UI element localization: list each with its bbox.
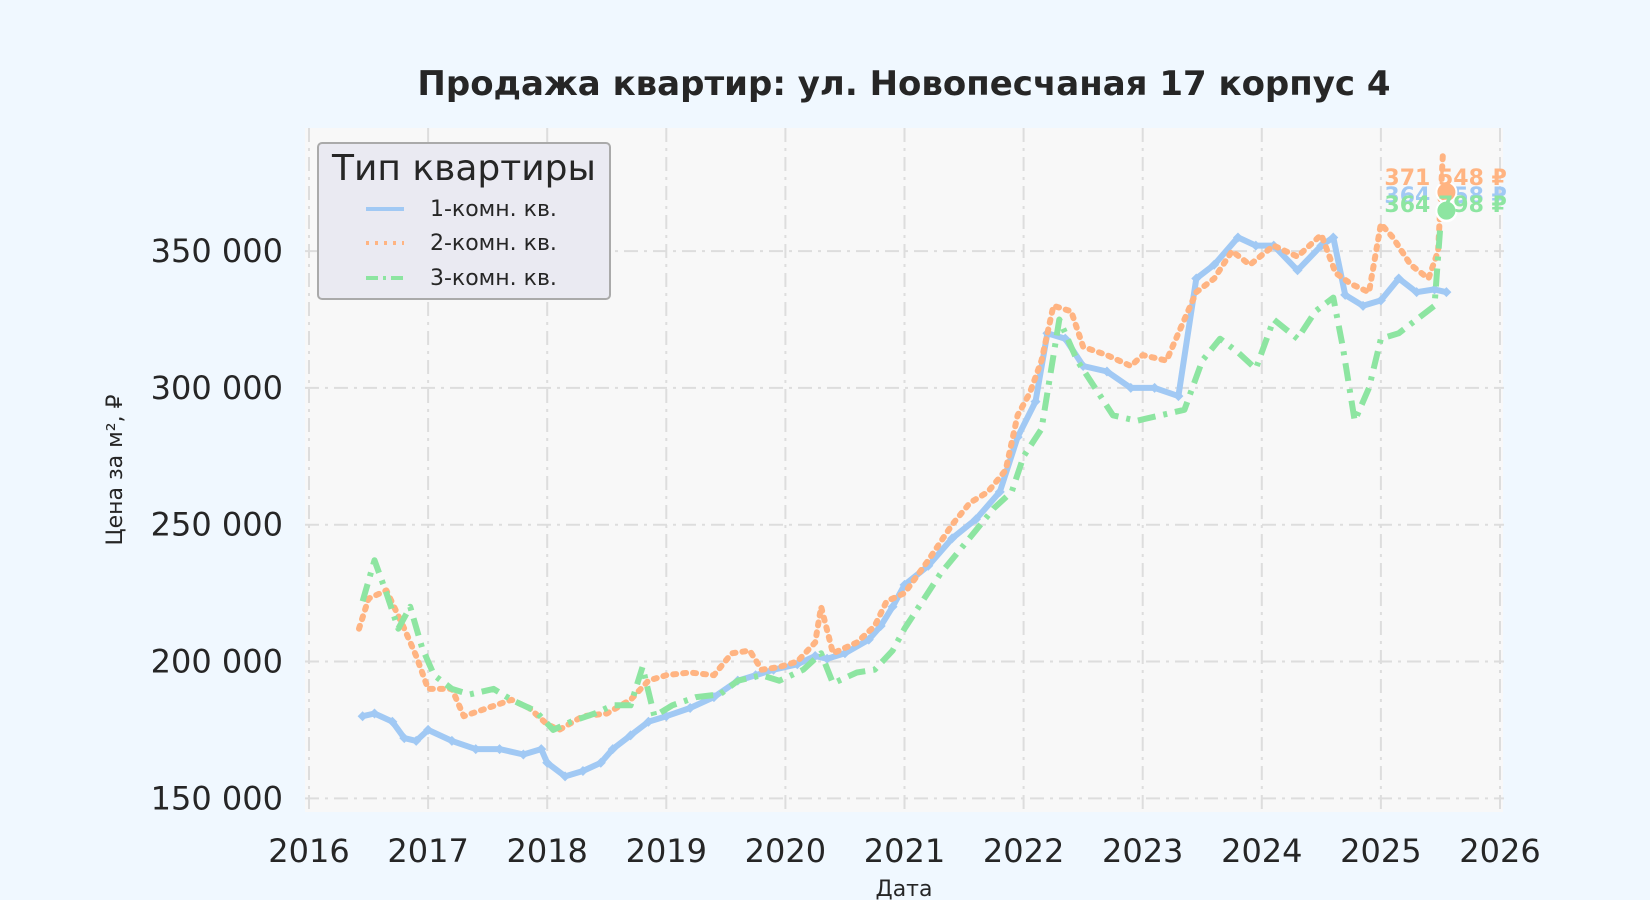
x-tick-label: 2018 [506,832,587,870]
series-1-marker [1250,240,1261,251]
series-1-marker [970,514,981,525]
x-axis-label: Дата [876,877,933,900]
series-1-marker [822,653,833,664]
series-1-marker [1328,232,1339,243]
chart-title: Продажа квартир: ул. Новопесчаная 17 кор… [417,64,1390,104]
end-marker-3 [1435,199,1458,222]
x-tick-label: 2020 [745,832,826,870]
series-1-marker [839,648,850,659]
y-tick-label: 250 000 [151,506,283,544]
legend-box [317,142,611,300]
series-1-marker [1209,259,1220,270]
series-line-3 [359,223,1444,733]
series-1-marker [1411,287,1422,298]
x-tick-label: 2017 [387,832,468,870]
end-labels: 364 558 ₽371 548 ₽364 798 ₽ [1384,166,1507,223]
grid [305,128,1504,812]
series-1-marker [423,724,434,735]
series-1-marker [1173,391,1184,402]
x-tick-label: 2023 [1102,832,1183,870]
x-tick-labels: 2016 2017 2018 2019 2020 2021 2022 2023 2024 2025… [268,832,1540,870]
legend: Тип квартиры 1-комн. кв. 2-комн. кв. 3-к… [317,142,611,300]
end-label-2: 371 548 ₽ [1384,166,1506,191]
series-1-marker [470,744,481,755]
series-1-marker [1429,284,1440,295]
series-1-marker [518,749,529,760]
x-tick-label: 2016 [268,832,349,870]
y-tick-label: 200 000 [151,643,283,681]
series-1-marker [369,708,380,719]
series-1-marker [625,730,636,741]
series-1-marker [577,765,588,776]
x-tick-label: 2025 [1340,832,1421,870]
series-1-marker [947,533,958,544]
series-1-marker [542,757,553,768]
x-tick-label: 2019 [626,832,707,870]
legend-label-2: 2-комн. кв. [430,231,557,256]
series-1-marker [446,735,457,746]
series-1-marker [1125,382,1136,393]
series-1-marker [1191,273,1202,284]
series-1-marker [387,716,398,727]
end-label-3: 364 798 ₽ [1384,193,1506,218]
series-1-marker [1358,300,1369,311]
legend-title: Тип квартиры [331,148,596,189]
legend-label-1: 1-комн. кв. [430,197,557,222]
legend-item-2: 2-комн. кв. [366,231,557,256]
x-tick-label: 2022 [983,832,1064,870]
y-axis-label: Цена за м², ₽ [103,394,128,545]
series-1-marker [399,733,410,744]
series-1-marker [494,744,505,755]
series-1-marker [643,716,654,727]
series-1-marker [595,757,606,768]
y-tick-label: 150 000 [151,779,283,817]
series-1-marker [411,735,422,746]
series-1-marker [1030,396,1041,407]
series-1-marker [560,771,571,782]
y-tick-labels: 150 000 200 000 250 000 300 000 350 000 [151,232,283,817]
y-tick-label: 350 000 [151,232,283,270]
series-1-marker [1441,287,1452,298]
series-1-marker [887,601,898,612]
x-tick-label: 2021 [864,832,945,870]
series-1-marker [1393,273,1404,284]
x-tick-label: 2024 [1221,832,1302,870]
series-1-marker [607,744,618,755]
series-1-marker [536,744,547,755]
legend-item-1: 1-комн. кв. [366,197,557,222]
series-1-marker [685,703,696,714]
legend-label-3: 3-комн. кв. [430,266,557,291]
legend-item-3: 3-комн. кв. [366,266,557,291]
series-1-marker [1375,295,1386,306]
series-1-marker [357,711,368,722]
series-1-marker [1292,265,1303,276]
series-1-marker [994,486,1005,497]
series-1-marker [1101,366,1112,377]
x-tick-label: 2026 [1459,832,1540,870]
series-layer [356,152,1452,782]
y-tick-label: 300 000 [151,369,283,407]
series-1-marker [1149,382,1160,393]
series-1-marker [1340,289,1351,300]
series-1-marker [1232,232,1243,243]
